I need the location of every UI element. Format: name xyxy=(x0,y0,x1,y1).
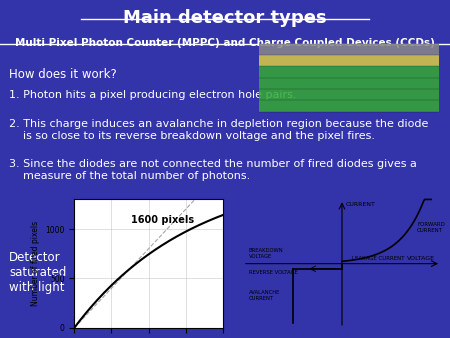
Text: 1600 pixels: 1600 pixels xyxy=(130,215,194,224)
Bar xyxy=(259,89,439,100)
Text: Main detector types: Main detector types xyxy=(123,9,327,27)
Text: BREAKDOWN
VOLTAGE: BREAKDOWN VOLTAGE xyxy=(249,248,284,259)
Text: Detector
saturated
with light: Detector saturated with light xyxy=(9,251,67,294)
Text: AVALANCHE
CURRENT: AVALANCHE CURRENT xyxy=(249,290,280,301)
Text: LEAKAGE CURRENT: LEAKAGE CURRENT xyxy=(352,256,405,261)
Text: How does it work?: How does it work? xyxy=(9,68,117,81)
Text: 2. This charge induces an avalanche in depletion region because the diode
    is: 2. This charge induces an avalanche in d… xyxy=(9,119,428,141)
Bar xyxy=(259,55,439,67)
Text: 3. Since the diodes are not connected the number of fired diodes gives a
    mea: 3. Since the diodes are not connected th… xyxy=(9,159,417,181)
Text: VOLTAGE: VOLTAGE xyxy=(407,256,435,261)
Bar xyxy=(259,44,439,55)
Text: CURRENT: CURRENT xyxy=(346,202,376,207)
Y-axis label: Number of fired pixels: Number of fired pixels xyxy=(31,221,40,306)
Bar xyxy=(259,100,439,112)
Text: 1. Photon hits a pixel producing electron hole pairs.: 1. Photon hits a pixel producing electro… xyxy=(9,90,297,100)
Text: REVERSE VOLTAGE: REVERSE VOLTAGE xyxy=(249,270,298,275)
Text: FORWARD
CURRENT: FORWARD CURRENT xyxy=(417,222,445,233)
Bar xyxy=(259,78,439,89)
Text: Multi Pixel Photon Counter (MPPC) and Charge Coupled Devices (CCDs): Multi Pixel Photon Counter (MPPC) and Ch… xyxy=(15,38,435,48)
Bar xyxy=(259,67,439,78)
